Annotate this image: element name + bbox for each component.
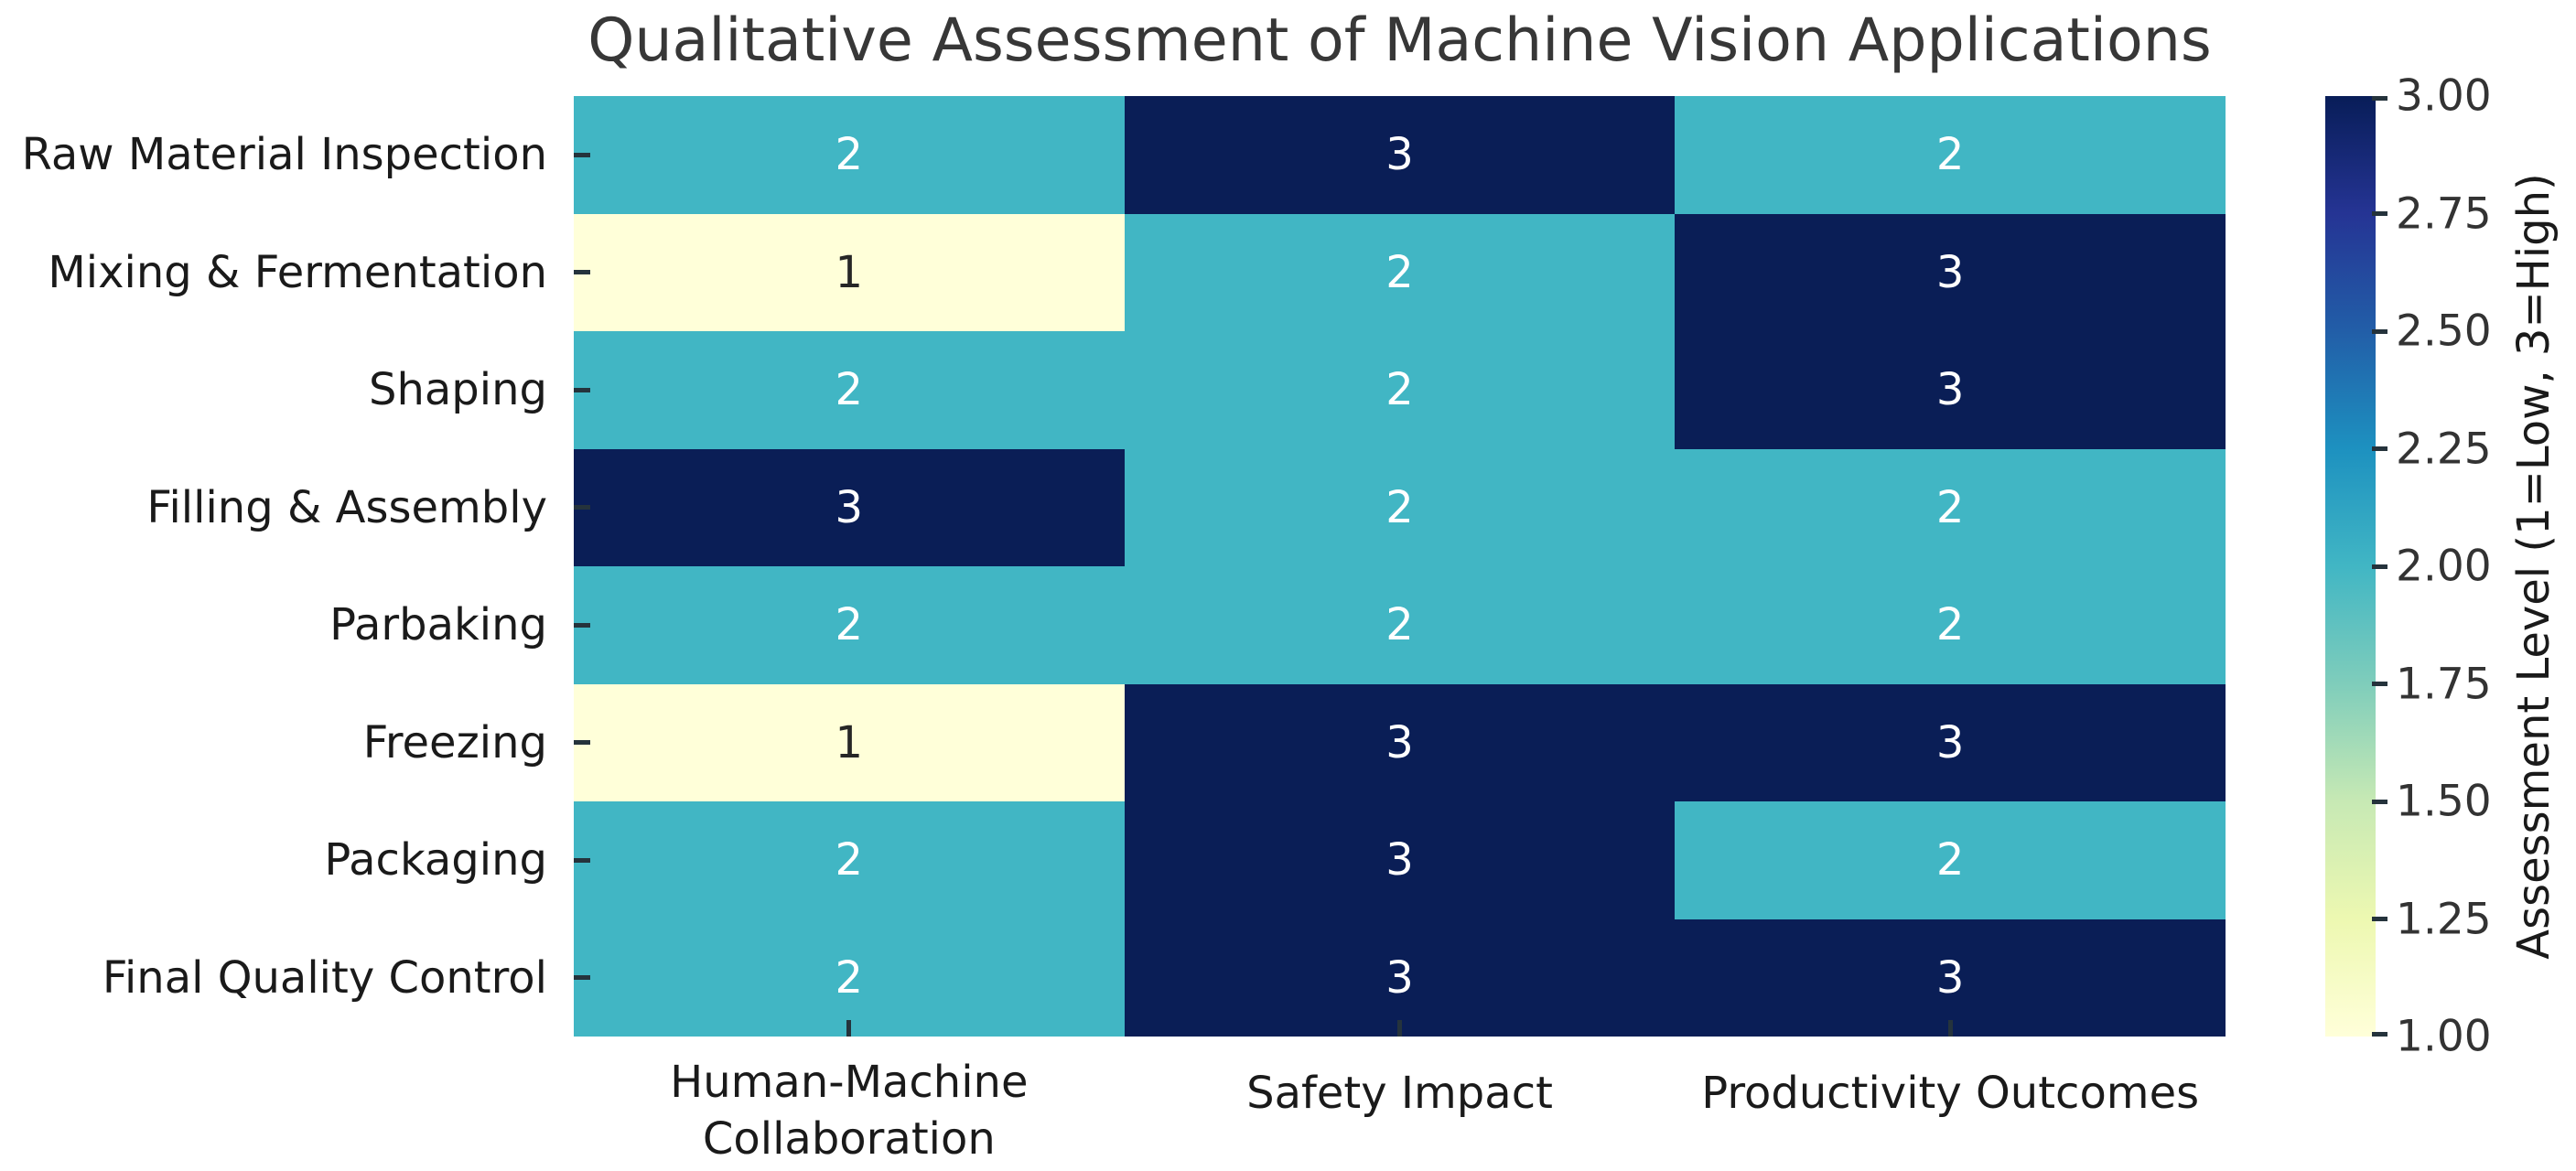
colorbar-tick-mark-1 xyxy=(2372,211,2387,216)
colorbar-tick-label-5: 1.75 xyxy=(2396,659,2492,709)
colorbar-gradient xyxy=(2325,96,2376,1037)
heatmap-cell-r6c1: 3 xyxy=(1124,801,1676,919)
x-axis-labels: Human-Machine Collaboration Safety Impact P… xyxy=(574,1054,2226,1171)
heatmap-cell-r2c2: 3 xyxy=(1675,331,2226,449)
heatmap-cell-r6c2: 2 xyxy=(1675,801,2226,919)
colorbar-tick-label-7: 1.25 xyxy=(2396,894,2492,944)
colorbar-tick-label-0: 3.00 xyxy=(2396,70,2492,122)
heatmap-cell-r5c2: 3 xyxy=(1675,683,2226,801)
x-axis-label-line: Productivity Outcomes xyxy=(1701,1068,2200,1119)
y-axis-labels: Raw Material Inspection Mixing & Fermenta… xyxy=(0,96,547,1037)
colorbar-tick-mark-8 xyxy=(2372,1032,2387,1037)
x-axis-label-line: Human-Machine xyxy=(670,1057,1029,1108)
heatmap-cell-r4c2: 2 xyxy=(1675,566,2226,684)
x-axis-label-line: Collaboration xyxy=(702,1113,996,1165)
colorbar-axis-label: Assessment Level (1=Low, 3=High) xyxy=(2508,173,2560,960)
colorbar-tick-label-8: 1.00 xyxy=(2396,1011,2492,1062)
heatmap-cell-r0c1: 3 xyxy=(1124,96,1676,214)
y-axis-label-5: Freezing xyxy=(362,716,547,768)
heatmap-cell-r2c0: 2 xyxy=(574,331,1125,449)
heatmap-cell-r5c0: 1 xyxy=(574,683,1125,801)
colorbar-tick-mark-2 xyxy=(2372,328,2387,334)
heatmap-cell-r3c2: 2 xyxy=(1675,448,2226,566)
heatmap-cell-r2c1: 2 xyxy=(1124,331,1676,449)
colorbar-tick-label-3: 2.25 xyxy=(2396,424,2492,474)
heatmap-cell-r7c1: 3 xyxy=(1124,919,1676,1037)
colorbar-tick-label-2: 2.50 xyxy=(2396,306,2492,357)
colorbar-tick-label-4: 2.00 xyxy=(2396,541,2492,592)
heatmap-cell-r0c0: 2 xyxy=(574,96,1125,214)
x-axis-label-line: Safety Impact xyxy=(1246,1068,1553,1119)
heatmap-cell-r1c0: 1 xyxy=(574,213,1125,331)
heatmap-cell-r7c0: 2 xyxy=(574,919,1125,1037)
colorbar-tick-mark-0 xyxy=(2372,96,2387,101)
heatmap-cell-r1c2: 3 xyxy=(1675,213,2226,331)
heatmap-cell-r0c2: 2 xyxy=(1675,96,2226,214)
colorbar-tick-mark-3 xyxy=(2372,446,2387,451)
heatmap-cell-r4c1: 2 xyxy=(1124,566,1676,684)
heatmap-cell-r1c1: 2 xyxy=(1124,213,1676,331)
colorbar-tick-label-6: 1.50 xyxy=(2396,776,2492,827)
x-axis-label-1: Safety Impact xyxy=(1246,1065,1553,1122)
chart-title: Qualitative Assessment of Machine Vision… xyxy=(587,6,2212,75)
colorbar-tick-label-1: 2.75 xyxy=(2396,188,2492,239)
y-axis-label-6: Packaging xyxy=(324,834,547,886)
colorbar-tick-mark-7 xyxy=(2372,917,2387,921)
y-axis-label-4: Parbaking xyxy=(329,599,547,651)
colorbar-tick-mark-6 xyxy=(2372,799,2387,804)
heatmap-cell-r6c0: 2 xyxy=(574,801,1125,919)
colorbar-tick-mark-4 xyxy=(2372,564,2387,569)
y-axis-label-1: Mixing & Fermentation xyxy=(48,246,547,298)
y-axis-label-7: Final Quality Control xyxy=(102,951,547,1004)
heatmap-cell-r4c0: 2 xyxy=(574,566,1125,684)
y-axis-label-2: Shaping xyxy=(369,364,547,416)
y-axis-label-0: Raw Material Inspection xyxy=(21,129,547,181)
x-axis-label-0: Human-Machine Collaboration xyxy=(670,1054,1028,1167)
colorbar-tick-mark-5 xyxy=(2372,682,2387,686)
heatmap-cell-r7c2: 3 xyxy=(1675,919,2226,1037)
heatmap-cell-r3c0: 3 xyxy=(574,448,1125,566)
x-axis-label-2: Productivity Outcomes xyxy=(1701,1065,2199,1122)
heatmap-cell-r3c1: 2 xyxy=(1124,448,1676,566)
heatmap-cell-r5c1: 3 xyxy=(1124,683,1676,801)
y-axis-label-3: Filling & Assembly xyxy=(146,481,547,533)
